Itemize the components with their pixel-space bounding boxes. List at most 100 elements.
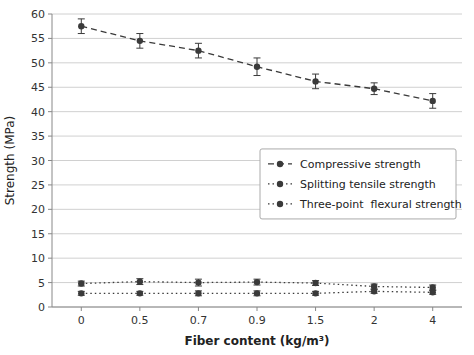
point: [430, 98, 436, 104]
point: [254, 279, 260, 285]
grid-line: [52, 38, 462, 39]
error-cap: [136, 48, 143, 49]
legend-label: Compressive strength: [300, 158, 421, 171]
point: [371, 86, 377, 92]
x-tick-label: 4: [429, 314, 436, 327]
error-cap: [78, 18, 85, 19]
error-cap: [312, 88, 319, 89]
x-tick: [198, 307, 199, 311]
error-cap: [429, 93, 436, 94]
error-bar: [195, 291, 202, 296]
error-cap: [195, 57, 202, 58]
axes: 05101520253035404550556000.50.70.91.524: [31, 8, 462, 327]
legend-marker: [277, 201, 283, 207]
grid-line: [52, 136, 462, 137]
y-tick-label: 50: [31, 57, 45, 70]
y-tick-label: 0: [38, 301, 45, 314]
point: [371, 288, 377, 294]
x-tick: [432, 307, 433, 311]
grid-line: [52, 14, 462, 15]
error-bar: [195, 43, 202, 58]
error-bar: [312, 281, 319, 286]
y-tick: [48, 184, 52, 185]
error-cap: [78, 33, 85, 34]
point: [78, 23, 84, 29]
error-cap: [371, 82, 378, 83]
error-bar: [254, 279, 261, 285]
x-tick-label: 1.5: [307, 314, 325, 327]
y-tick-label: 25: [31, 179, 45, 192]
grid-line: [52, 258, 462, 259]
y-tick-label: 20: [31, 203, 45, 216]
y-tick: [48, 160, 52, 161]
series-line: [81, 26, 432, 101]
error-cap: [254, 75, 261, 76]
y-tick: [48, 233, 52, 234]
point: [312, 290, 318, 296]
y-tick-label: 5: [38, 277, 45, 290]
error-bar: [195, 279, 202, 286]
point: [195, 279, 201, 285]
point: [254, 290, 260, 296]
y-tick: [48, 14, 52, 15]
point: [195, 290, 201, 296]
y-tick-label: 55: [31, 32, 45, 45]
y-tick: [48, 209, 52, 210]
error-bar: [371, 83, 378, 95]
y-tick: [48, 282, 52, 283]
y-tick: [48, 307, 52, 308]
chart: 05101520253035404550556000.50.70.91.524F…: [0, 0, 474, 355]
series: [78, 278, 436, 290]
y-tick: [48, 136, 52, 137]
y-axis-line: [52, 14, 53, 307]
error-bar: [78, 281, 85, 286]
y-tick-label: 40: [31, 106, 45, 119]
x-axis-title: Fiber content (kg/m³): [184, 334, 329, 348]
legend-marker: [277, 161, 283, 167]
y-tick-label: 15: [31, 228, 45, 241]
legend: Compressive strength Splitting tensile st…: [260, 149, 462, 219]
point: [78, 290, 84, 296]
y-tick: [48, 62, 52, 63]
error-bar: [136, 279, 143, 285]
y-tick: [48, 258, 52, 259]
y-tick-label: 35: [31, 130, 45, 143]
point: [195, 47, 201, 53]
error-bar: [136, 34, 143, 49]
point: [137, 278, 143, 284]
grid-line: [52, 87, 462, 88]
error-cap: [312, 74, 319, 75]
point: [312, 280, 318, 286]
point: [137, 38, 143, 44]
legend-marker: [277, 181, 283, 187]
grid-line: [52, 111, 462, 112]
error-bar: [312, 74, 319, 89]
error-bar: [429, 94, 436, 109]
error-cap: [429, 108, 436, 109]
x-tick-label: 0.5: [131, 314, 149, 327]
error-cap: [195, 43, 202, 44]
error-bar: [78, 19, 85, 34]
error-cap: [136, 33, 143, 34]
grid-line: [52, 233, 462, 234]
point: [254, 64, 260, 70]
x-tick-label: 2: [371, 314, 378, 327]
legend-label: Splitting tensile strength: [300, 178, 436, 191]
y-axis-title: Strength (MPa): [3, 116, 17, 206]
point: [430, 289, 436, 295]
y-tick-label: 45: [31, 81, 45, 94]
series: [78, 19, 436, 108]
x-tick: [257, 307, 258, 311]
y-tick: [48, 87, 52, 88]
y-tick-label: 30: [31, 155, 45, 168]
x-tick: [374, 307, 375, 311]
legend-label: Three-point flexural strength: [299, 198, 462, 211]
error-bar: [254, 291, 261, 296]
y-tick-label: 10: [31, 252, 45, 265]
x-tick: [315, 307, 316, 311]
error-cap: [254, 57, 261, 58]
x-tick-label: 0.7: [190, 314, 208, 327]
x-tick-label: 0: [78, 314, 85, 327]
x-tick-label: 0.9: [248, 314, 266, 327]
point: [137, 290, 143, 296]
